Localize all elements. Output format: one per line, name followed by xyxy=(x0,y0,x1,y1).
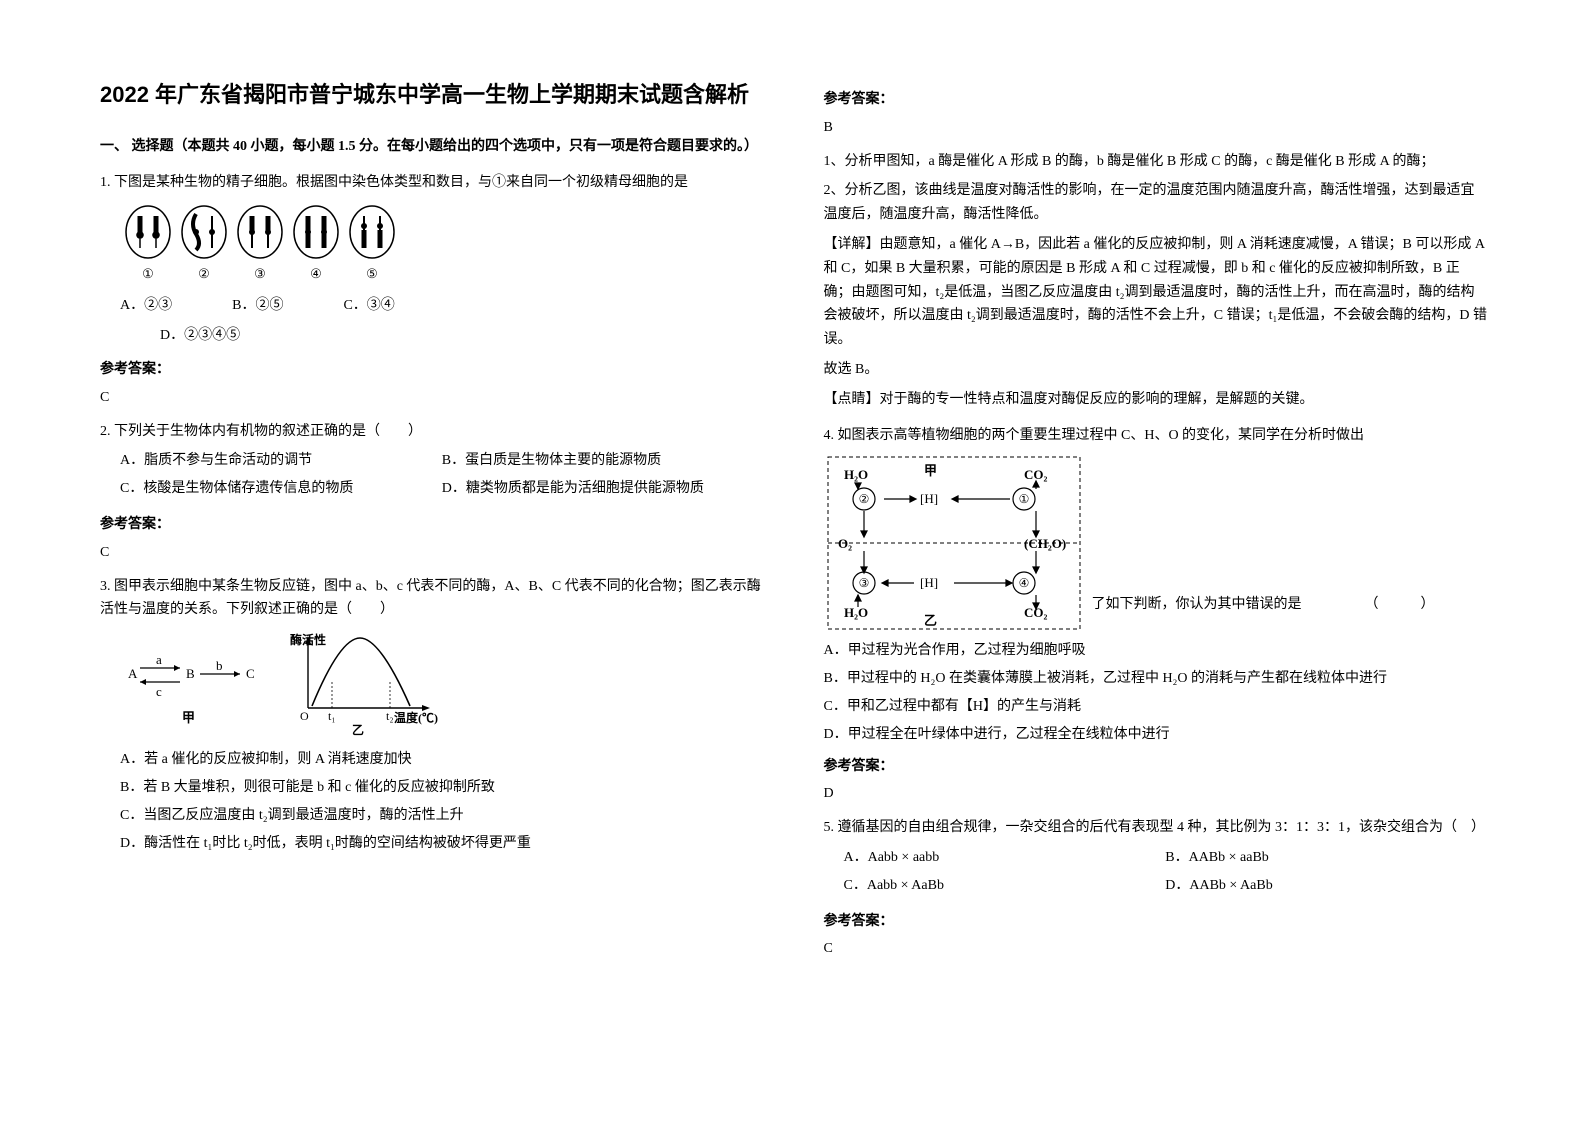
left-column: 2022 年广东省揭阳市普宁城东中学高一生物上学期期末试题含解析 一、 选择题（… xyxy=(100,80,764,1082)
q1-opt-a: A．②③ xyxy=(120,294,172,318)
question-1: 1. 下图是某种生物的精子细胞。根据图中染色体类型和数目，与①来自同一个初级精母… xyxy=(100,171,764,410)
q3-opt-c: C．当图乙反应温度由 t₂调到最适温度时，酶的活性上升 xyxy=(120,804,764,828)
svg-text:[H]: [H] xyxy=(920,575,938,590)
svg-text:t₂: t₂ xyxy=(386,709,394,723)
svg-text:温度(℃): 温度(℃) xyxy=(394,710,438,725)
q1-cell-label-1: ① xyxy=(142,266,154,281)
svg-text:B: B xyxy=(186,666,195,681)
q1-cell-label-5: ⑤ xyxy=(366,266,378,281)
q5-ans-label: 参考答案： xyxy=(824,910,1488,934)
svg-text:②: ② xyxy=(858,492,869,506)
q1-opt-c: C．③④ xyxy=(343,294,394,318)
q4-figure: H₂O 甲 CO₂ O₂ (CH₂O) H₂O CO₂ 乙 [H] [H] xyxy=(824,453,1084,633)
q2-opt-d: D．糖类物质都是能为活细胞提供能源物质 xyxy=(442,477,764,501)
q2-text: 2. 下列关于生物体内有机物的叙述正确的是（ ） xyxy=(100,420,764,444)
svg-text:H₂O: H₂O xyxy=(844,605,868,620)
q4-opt-c: C．甲和乙过程中都有【H】的产生与消耗 xyxy=(824,695,1488,719)
q3-tip: 【点睛】对于酶的专一性特点和温度对酶促反应的影响的理解，是解题的关键。 xyxy=(824,388,1488,412)
svg-text:乙: 乙 xyxy=(924,613,937,628)
svg-text:③: ③ xyxy=(858,576,869,590)
q1-cell-label-3: ③ xyxy=(254,266,266,281)
q1-opt-d: D．②③④⑤ xyxy=(160,324,764,348)
q3-conclude: 故选 B。 xyxy=(824,358,1488,382)
q1-options: A．②③ B．②⑤ C．③④ xyxy=(120,294,764,318)
q2-ans-label: 参考答案： xyxy=(100,513,764,537)
q4-opt-b: B．甲过程中的 H₂O 在类囊体薄膜上被消耗，乙过程中 H₂O 的消耗与产生都在… xyxy=(824,667,1488,691)
q5-text: 5. 遵循基因的自由组合规律，一杂交组合的后代有表现型 4 种，其比例为 3：1… xyxy=(824,816,1488,840)
svg-text:④: ④ xyxy=(1018,576,1029,590)
right-column: 参考答案： B 1、分析甲图知，a 酶是催化 A 形成 B 的酶，b 酶是催化 … xyxy=(824,80,1488,1082)
svg-text:O₂: O₂ xyxy=(838,536,852,551)
q3-expl-1: 1、分析甲图知，a 酶是催化 A 形成 B 的酶，b 酶是催化 B 形成 C 的… xyxy=(824,150,1488,174)
q3-detail: 【详解】由题意知，a 催化 A→B，因此若 a 催化的反应被抑制，则 A 消耗速… xyxy=(824,233,1488,352)
q1-cell-label-4: ④ xyxy=(310,266,322,281)
q4-text: 4. 如图表示高等植物细胞的两个重要生理过程中 C、H、O 的变化，某同学在分析… xyxy=(824,424,1488,448)
q2-answer: C xyxy=(100,541,764,565)
q4-opt-d: D．甲过程全在叶绿体中进行，乙过程全在线粒体中进行 xyxy=(824,723,1488,747)
q3-opt-b: B．若 B 大量堆积，则很可能是 b 和 c 催化的反应被抑制所致 xyxy=(120,776,764,800)
svg-text:H₂O: H₂O xyxy=(844,467,868,482)
q5-opt-b: B．AABb × aaBb xyxy=(1165,846,1487,870)
question-3: 3. 图甲表示细胞中某条生物反应链，图中 a、b、c 代表不同的酶，A、B、C … xyxy=(100,575,764,856)
q4-text-after: 了如下判断，你认为其中错误的是 （ ） xyxy=(1092,453,1488,617)
svg-text:酶活性: 酶活性 xyxy=(290,632,326,647)
svg-text:CO₂: CO₂ xyxy=(1024,467,1048,482)
q3-opt-a: A．若 a 催化的反应被抑制，则 A 消耗速度加快 xyxy=(120,748,764,772)
q1-cell-label-2: ② xyxy=(198,266,210,281)
question-2: 2. 下列关于生物体内有机物的叙述正确的是（ ） A．脂质不参与生命活动的调节 … xyxy=(100,420,764,565)
question-5: 5. 遵循基因的自由组合规律，一杂交组合的后代有表现型 4 种，其比例为 3：1… xyxy=(824,816,1488,961)
q3-opt-d: D．酶活性在 t₁时比 t₂时低，表明 t₁时酶的空间结构被破坏得更严重 xyxy=(120,832,764,856)
svg-text:①: ① xyxy=(1018,492,1029,506)
svg-text:甲: 甲 xyxy=(924,463,937,478)
q5-opt-d: D．AABb × AaBb xyxy=(1165,874,1487,898)
question-4: 4. 如图表示高等植物细胞的两个重要生理过程中 C、H、O 的变化，某同学在分析… xyxy=(824,424,1488,807)
svg-text:(CH₂O): (CH₂O) xyxy=(1024,536,1066,551)
svg-text:c: c xyxy=(156,684,162,699)
q3-expl-2: 2、分析乙图，该曲线是温度对酶活性的影响，在一定的温度范围内随温度升高，酶活性增… xyxy=(824,179,1488,227)
q1-opt-b: B．②⑤ xyxy=(232,294,283,318)
q3-ans-label: 参考答案： xyxy=(824,88,1488,112)
svg-text:b: b xyxy=(216,658,223,673)
q2-options: A．脂质不参与生命活动的调节 B．蛋白质是生物体主要的能源物质 C．核酸是生物体… xyxy=(120,449,764,505)
q2-opt-a: A．脂质不参与生命活动的调节 xyxy=(120,449,442,473)
svg-text:a: a xyxy=(156,652,162,667)
svg-text:乙: 乙 xyxy=(352,723,364,737)
svg-text:[H]: [H] xyxy=(920,491,938,506)
svg-text:甲: 甲 xyxy=(182,710,195,725)
q4-answer: D xyxy=(824,782,1488,806)
exam-title: 2022 年广东省揭阳市普宁城东中学高一生物上学期期末试题含解析 xyxy=(100,80,764,111)
svg-text:C: C xyxy=(246,666,255,681)
q4-options: A．甲过程为光合作用，乙过程为细胞呼吸 B．甲过程中的 H₂O 在类囊体薄膜上被… xyxy=(824,639,1488,746)
q1-text: 1. 下图是某种生物的精子细胞。根据图中染色体类型和数目，与①来自同一个初级精母… xyxy=(100,171,764,195)
svg-text:t₁: t₁ xyxy=(328,709,336,723)
q2-opt-b: B．蛋白质是生物体主要的能源物质 xyxy=(442,449,764,473)
svg-text:O: O xyxy=(300,709,309,723)
q3-figure: A a c B b C 甲 xyxy=(120,630,764,740)
q2-opt-c: C．核酸是生物体储存遗传信息的物质 xyxy=(120,477,442,501)
q4-opt-a: A．甲过程为光合作用，乙过程为细胞呼吸 xyxy=(824,639,1488,663)
q4-ans-label: 参考答案： xyxy=(824,755,1488,779)
section-heading: 一、 选择题（本题共 40 小题，每小题 1.5 分。在每小题给出的四个选项中，… xyxy=(100,135,764,159)
q1-answer: C xyxy=(100,386,764,410)
q3-answer: B xyxy=(824,116,1488,140)
q5-opt-c: C．Aabb × AaBb xyxy=(844,874,1166,898)
q5-opt-a: A．Aabb × aabb xyxy=(844,846,1166,870)
q3-text: 3. 图甲表示细胞中某条生物反应链，图中 a、b、c 代表不同的酶，A、B、C … xyxy=(100,575,764,623)
svg-text:A: A xyxy=(128,666,138,681)
q1-ans-label: 参考答案： xyxy=(100,358,764,382)
q3-options: A．若 a 催化的反应被抑制，则 A 消耗速度加快 B．若 B 大量堆积，则很可… xyxy=(120,748,764,855)
q1-figure: ① ② ③ ④ ⑤ xyxy=(120,202,764,286)
q5-options: A．Aabb × aabb B．AABb × aaBb C．Aabb × AaB… xyxy=(844,846,1488,902)
q5-answer: C xyxy=(824,937,1488,961)
